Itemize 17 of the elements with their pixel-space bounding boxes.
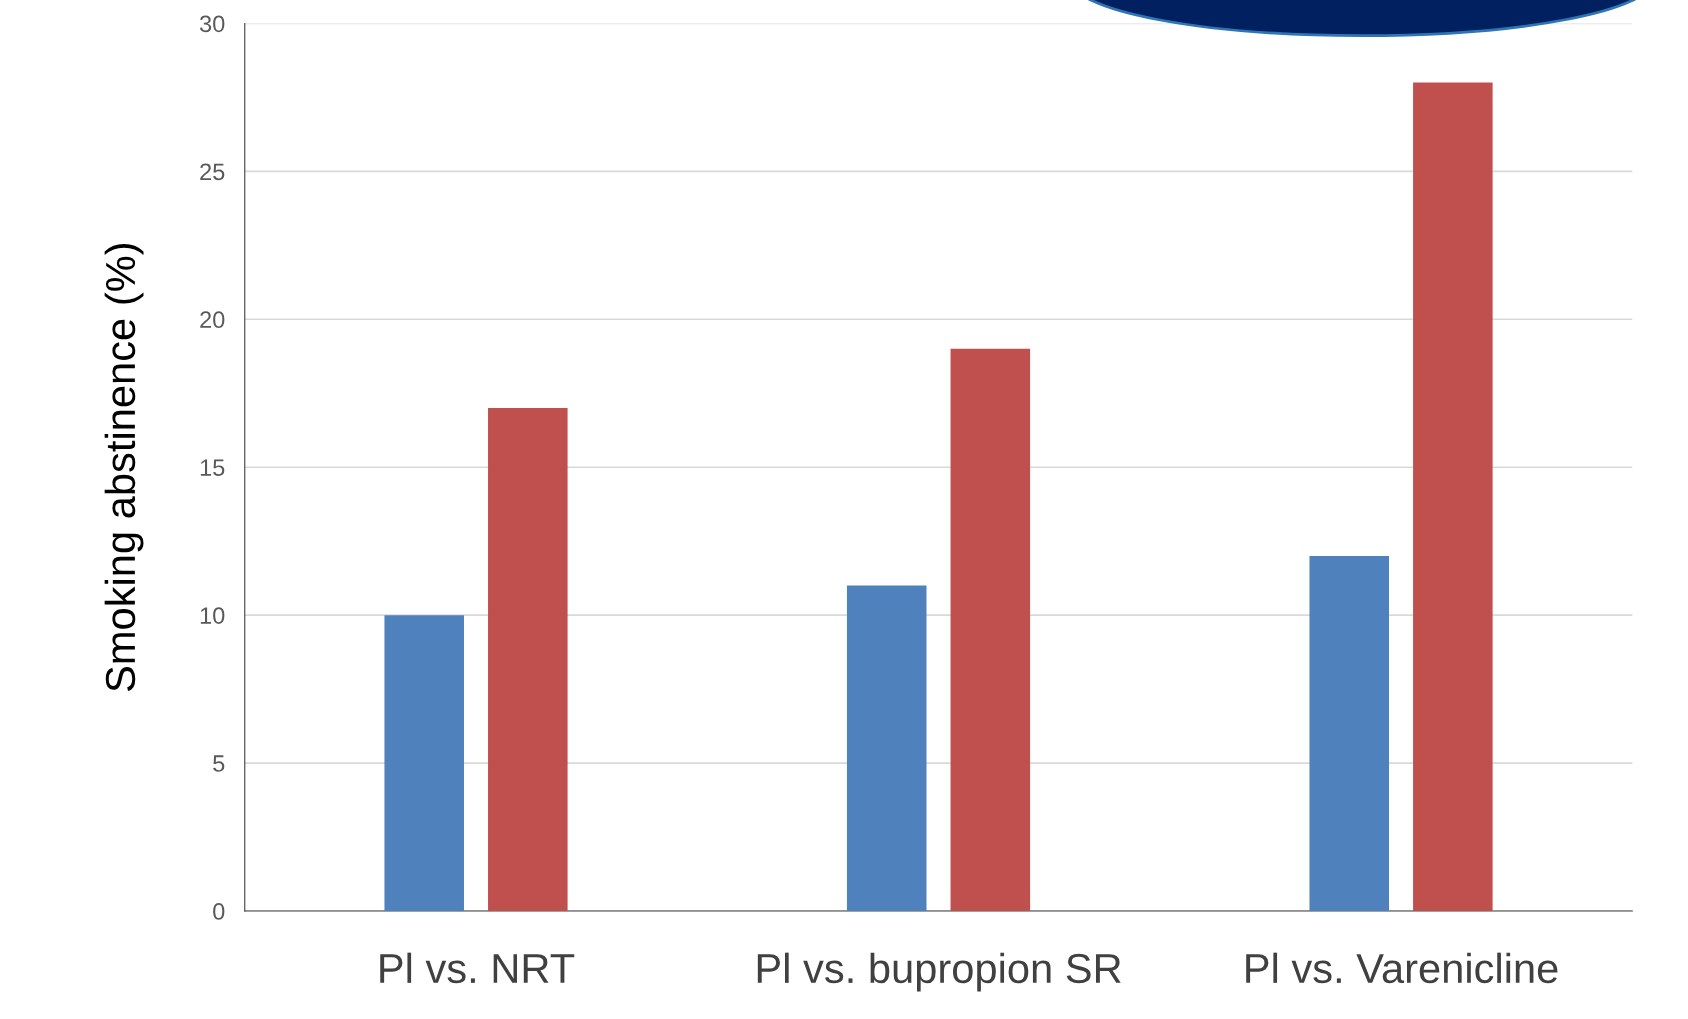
bar [488,408,568,911]
y-tick-label: 15 [200,459,225,476]
y-tick-label: 0 [213,903,225,920]
bar [384,615,464,911]
y-tick-label: 5 [213,755,225,772]
y-tick-label: 30 [199,15,225,33]
y-tick-label: 20 [200,311,225,329]
bar [950,348,1031,911]
y-tick-label: 10 [200,607,225,624]
x-tick-label: Pl vs. bupropion SR [757,952,1121,992]
bar [1309,555,1390,911]
y-axis-title: Smoking abstinence (%) [104,243,144,692]
y-tick-label: 25 [200,163,225,181]
bar [846,585,927,911]
bar [1413,82,1493,911]
x-tick-label: Pl vs. NRT [380,952,575,984]
x-tick-label: Pl vs. Varenicline [1246,952,1558,984]
